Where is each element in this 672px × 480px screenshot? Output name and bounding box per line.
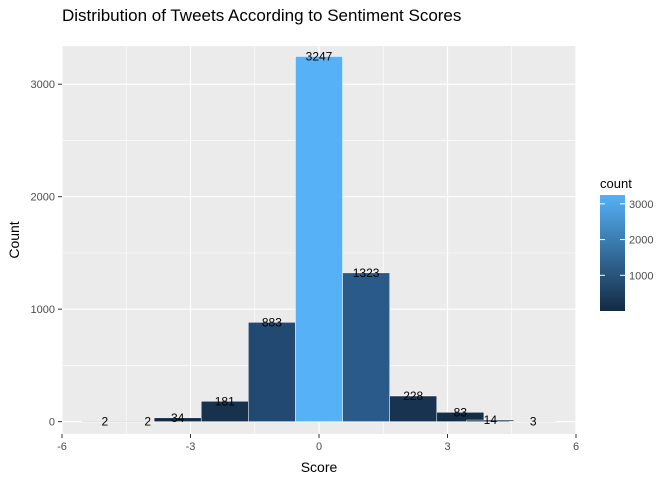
legend-tick-label-0: 1000	[629, 270, 653, 282]
x-tick-label-4: 6	[573, 441, 579, 453]
bar-9	[466, 419, 515, 422]
bar-label-0: 2	[101, 414, 108, 428]
bar-label-3: 181	[215, 394, 235, 408]
chart-title: Distribution of Tweets According to Sent…	[62, 6, 462, 25]
y-axis-title: Count	[6, 221, 22, 258]
bars-group	[81, 56, 557, 423]
legend-tick-label-1: 2000	[629, 235, 653, 247]
x-tick-label-3: 3	[444, 441, 450, 453]
x-tick-label-1: -3	[186, 441, 196, 453]
y-tick-label-1: 1000	[31, 304, 55, 316]
legend-tick-label-2: 3000	[629, 199, 653, 211]
x-tick-label-0: -6	[57, 441, 67, 453]
bar-label-10: 3	[530, 414, 537, 428]
legend: count 1000 2000 3000	[600, 176, 653, 311]
x-axis: -6 -3 0 3 6	[57, 434, 579, 453]
bar-6	[342, 272, 390, 422]
bar-label-4: 883	[262, 315, 282, 329]
bar-7	[389, 395, 438, 422]
y-tick-label-0: 0	[49, 417, 55, 429]
x-axis-title: Score	[301, 459, 338, 475]
legend-title: count	[600, 176, 632, 191]
bar-label-2: 34	[171, 411, 185, 425]
y-axis: 0 1000 2000 3000	[31, 79, 62, 429]
bar-8	[436, 412, 485, 422]
bar-label-9: 14	[484, 413, 498, 427]
bar-label-8: 83	[454, 405, 468, 419]
y-tick-label-2: 2000	[31, 192, 55, 204]
legend-colorbar	[600, 195, 625, 311]
bar-labels-group: 2 2 34 181 883 3247 1323 228 83 14 3	[101, 49, 536, 428]
bar-label-1: 2	[144, 414, 151, 428]
bar-label-6: 1323	[353, 266, 380, 280]
bar-4	[248, 322, 296, 422]
bar-label-7: 228	[403, 389, 423, 403]
bar-10	[509, 421, 557, 423]
legend-ticks: 1000 2000 3000	[600, 199, 653, 282]
y-tick-label-3: 3000	[31, 79, 55, 91]
x-tick-label-2: 0	[316, 441, 322, 453]
bar-5	[295, 56, 343, 422]
bar-label-5: 3247	[306, 49, 333, 63]
